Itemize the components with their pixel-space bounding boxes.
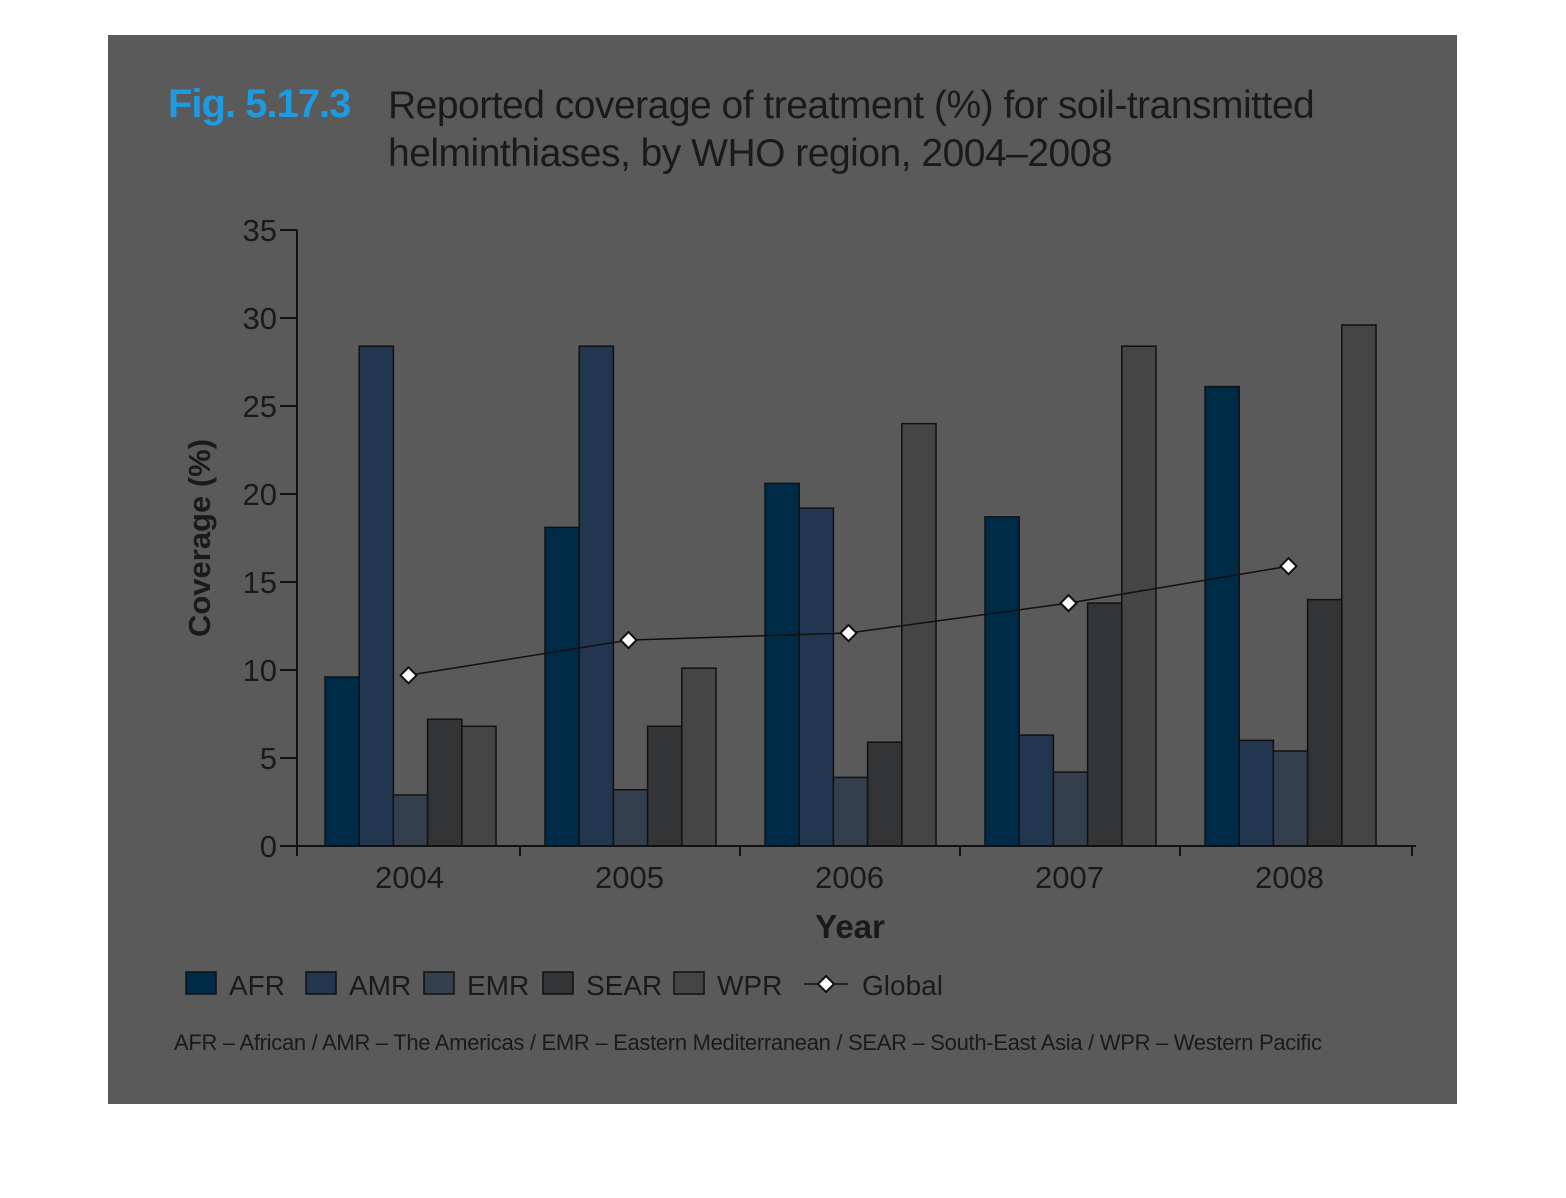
bar-wpr-2004 [461, 725, 497, 847]
x-axis-label: Year [815, 908, 885, 945]
legend-swatch-emr [423, 971, 455, 995]
bar-sear-2004 [426, 718, 463, 847]
bar-amr-2006 [798, 507, 835, 847]
legend-label-global: Global [862, 970, 943, 1001]
figure-footnote: AFR – African / AMR – The Americas / EMR… [174, 1030, 1322, 1055]
figure-title-line-2: helminthiases, by WHO region, 2004–2008 [388, 132, 1113, 175]
bar-wpr-2007 [1121, 345, 1157, 847]
bar-sear-2008 [1306, 598, 1343, 847]
axes-layer: 0 5 10 15 20 25 30 35 2004 2005 2006 2007 2008 [243, 213, 1416, 895]
bar-sear-2005 [646, 725, 683, 847]
legend-swatch-wpr [673, 971, 705, 995]
y-tick-label-10: 10 [243, 653, 277, 688]
bar-afr-2008 [1204, 385, 1240, 847]
global-point-2008 [1279, 556, 1298, 576]
x-tick-label-2007: 2007 [1035, 860, 1104, 895]
bar-amr-2008 [1238, 739, 1275, 847]
bar-afr-2005 [544, 526, 580, 847]
y-tick-label-25: 25 [243, 389, 277, 424]
y-tick-label-20: 20 [243, 477, 277, 512]
global-point-2006 [839, 623, 858, 643]
y-tick-label-30: 30 [243, 301, 277, 336]
global-point-2004 [399, 665, 418, 685]
x-tick-label-2005: 2005 [595, 860, 664, 895]
legend-label-afr: AFR [229, 970, 285, 1001]
figure-title-line-1: Reported coverage of treatment (%) for s… [388, 84, 1315, 127]
y-tick-label-5: 5 [260, 741, 277, 776]
bar-emr-2007 [1052, 771, 1089, 847]
y-axis-label: Coverage (%) [182, 439, 217, 637]
x-tick-label-2004: 2004 [375, 860, 444, 895]
legend-label-amr: AMR [349, 970, 411, 1001]
y-tick-label-35: 35 [243, 213, 277, 248]
bar-emr-2006 [832, 776, 869, 847]
x-tick-label-2006: 2006 [815, 860, 884, 895]
bar-emr-2008 [1272, 750, 1309, 847]
bars-layer [324, 324, 1377, 847]
bar-afr-2004 [324, 676, 360, 847]
global-point-2005 [619, 630, 638, 650]
y-tick-label-0: 0 [260, 829, 277, 864]
bar-wpr-2008 [1341, 324, 1377, 847]
bar-sear-2007 [1086, 602, 1123, 847]
bar-afr-2007 [984, 516, 1020, 847]
legend-swatch-afr [185, 971, 217, 995]
figure-label: Fig. 5.17.3 [168, 82, 351, 126]
legend-label-emr: EMR [467, 970, 529, 1001]
global-point-2007 [1059, 593, 1078, 613]
legend-swatch-sear [542, 971, 574, 995]
global-line-layer [399, 556, 1298, 685]
bar-emr-2005 [612, 788, 649, 847]
legend-marker-global [816, 974, 836, 994]
bar-wpr-2006 [901, 422, 937, 847]
bar-amr-2007 [1018, 734, 1055, 847]
bar-sear-2006 [866, 741, 903, 847]
bar-wpr-2005 [681, 667, 717, 847]
y-tick-label-15: 15 [243, 565, 277, 600]
x-tick-label-2008: 2008 [1255, 860, 1324, 895]
legend-label-sear: SEAR [586, 970, 662, 1001]
bar-amr-2005 [578, 345, 615, 847]
figure-title: Reported coverage of treatment (%) for s… [388, 82, 1388, 178]
legend-swatch-amr [305, 971, 337, 995]
legend: AFR AMR EMR SEAR WPR Global [185, 970, 943, 1001]
bar-afr-2006 [764, 482, 800, 847]
legend-label-wpr: WPR [717, 970, 782, 1001]
bar-emr-2004 [392, 794, 429, 847]
bar-amr-2004 [358, 345, 395, 847]
